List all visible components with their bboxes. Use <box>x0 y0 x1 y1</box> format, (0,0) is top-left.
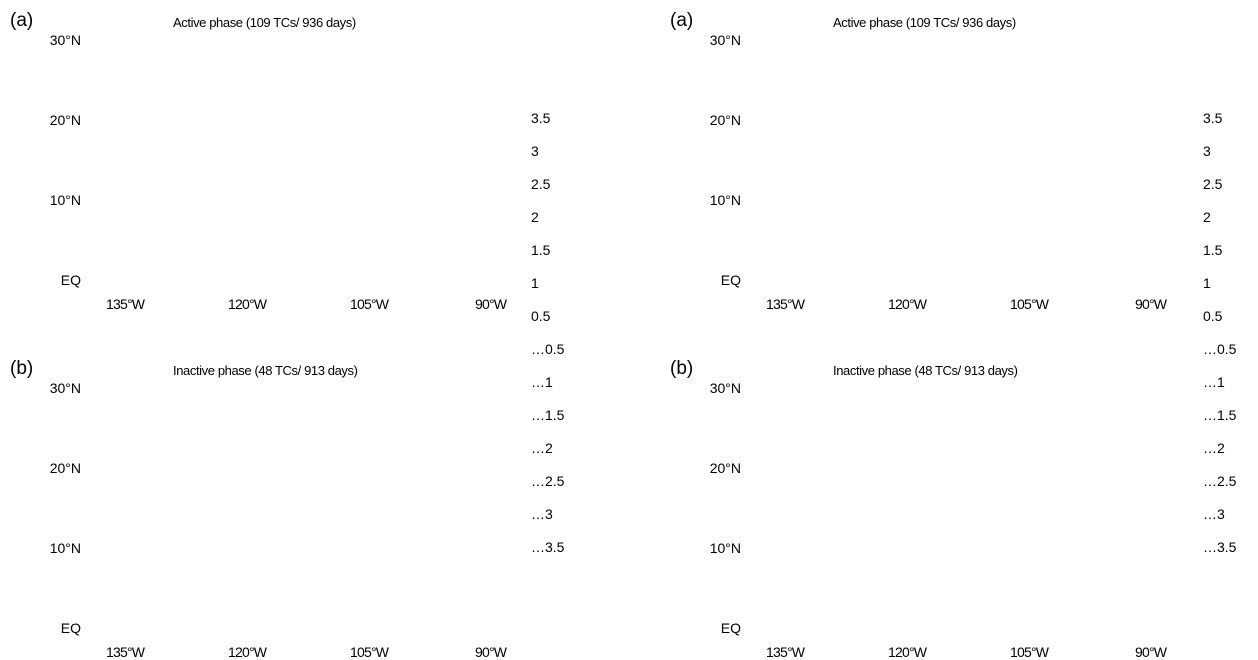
colorbar-tick-label: …3 <box>1203 506 1225 522</box>
colorbar-tick-label: 2.5 <box>531 176 551 192</box>
colorbar-tick-label: 3 <box>531 143 539 159</box>
panel-label-b: (b) <box>670 358 694 379</box>
panel-title: Active phase (109 TCs/ 936 days) <box>833 15 1016 30</box>
colorbar-tick-label: 1.5 <box>531 242 551 258</box>
colorbar-tick-label: 3 <box>1203 143 1211 159</box>
lat-tick-label: EQ <box>720 272 741 288</box>
panel-label-a: (a) <box>670 10 694 31</box>
colorbar-tick-label: …3.5 <box>1203 539 1237 555</box>
lat-tick-label: 30°N <box>49 32 81 48</box>
lon-tick-label: 120°W <box>228 644 267 660</box>
lon-tick-label: 105°W <box>350 296 389 312</box>
lat-tick-label: 20°N <box>709 460 741 476</box>
lat-tick-label: 30°N <box>709 32 741 48</box>
lon-tick-label: 135°W <box>766 296 805 312</box>
colorbar-tick-label: 1 <box>531 275 539 291</box>
lon-tick-label: 135°W <box>106 644 145 660</box>
lat-tick-label: 30°N <box>49 380 81 396</box>
lat-tick-label: 20°N <box>49 112 81 128</box>
colorbar-tick-label: …2.5 <box>531 473 565 489</box>
lat-tick-label: 10°N <box>49 540 81 556</box>
colorbar-tick-label: 2 <box>1203 209 1211 225</box>
lon-tick-label: 90°W <box>1135 296 1167 312</box>
colorbar-tick-label: 1 <box>1203 275 1211 291</box>
lat-tick-label: 20°N <box>709 112 741 128</box>
lon-tick-label: 120°W <box>888 296 927 312</box>
colorbar-tick-label: …1 <box>1203 374 1225 390</box>
colorbar-tick-label: 3.5 <box>1203 110 1223 126</box>
panel-title: Active phase (109 TCs/ 936 days) <box>173 15 356 30</box>
panel-title: Inactive phase (48 TCs/ 913 days) <box>173 363 358 378</box>
lat-tick-label: EQ <box>60 272 81 288</box>
lon-tick-label: 105°W <box>1010 644 1049 660</box>
colorbar-tick-label: 2.5 <box>1203 176 1223 192</box>
lon-tick-label: 90°W <box>475 644 507 660</box>
lat-tick-label: EQ <box>60 620 81 636</box>
lat-tick-label: 10°N <box>709 540 741 556</box>
colorbar-tick-label: …1 <box>531 374 553 390</box>
lat-tick-label: 20°N <box>49 460 81 476</box>
colorbar-tick-label: …3 <box>531 506 553 522</box>
colorbar-tick-label: …0.5 <box>1203 341 1237 357</box>
lon-tick-label: 105°W <box>1010 296 1049 312</box>
lon-tick-label: 120°W <box>888 644 927 660</box>
lon-tick-label: 135°W <box>106 296 145 312</box>
colorbar-tick-label: 3.5 <box>531 110 551 126</box>
panel-label-b: (b) <box>10 358 34 379</box>
panel-title: Inactive phase (48 TCs/ 913 days) <box>833 363 1018 378</box>
lat-tick-label: EQ <box>720 620 741 636</box>
colorbar-tick-label: …2.5 <box>1203 473 1237 489</box>
lon-tick-label: 135°W <box>766 644 805 660</box>
colorbar-tick-label: …2 <box>531 440 553 456</box>
colorbar-tick-label: 0.5 <box>531 308 551 324</box>
colorbar-tick-label: 1.5 <box>1203 242 1223 258</box>
lon-tick-label: 90°W <box>475 296 507 312</box>
panel-label-a: (a) <box>10 10 34 31</box>
lon-tick-label: 120°W <box>228 296 267 312</box>
colorbar-tick-label: 0.5 <box>1203 308 1223 324</box>
colorbar-tick-label: 2 <box>531 209 539 225</box>
colorbar-tick-label: …1.5 <box>531 407 565 423</box>
colorbar-tick-label: …3.5 <box>531 539 565 555</box>
colorbar-tick-label: …2 <box>1203 440 1225 456</box>
colorbar-tick-label: …0.5 <box>531 341 565 357</box>
lat-tick-label: 10°N <box>49 192 81 208</box>
lat-tick-label: 10°N <box>709 192 741 208</box>
colorbar-tick-label: …1.5 <box>1203 407 1237 423</box>
lat-tick-label: 30°N <box>709 380 741 396</box>
lon-tick-label: 90°W <box>1135 644 1167 660</box>
lon-tick-label: 105°W <box>350 644 389 660</box>
